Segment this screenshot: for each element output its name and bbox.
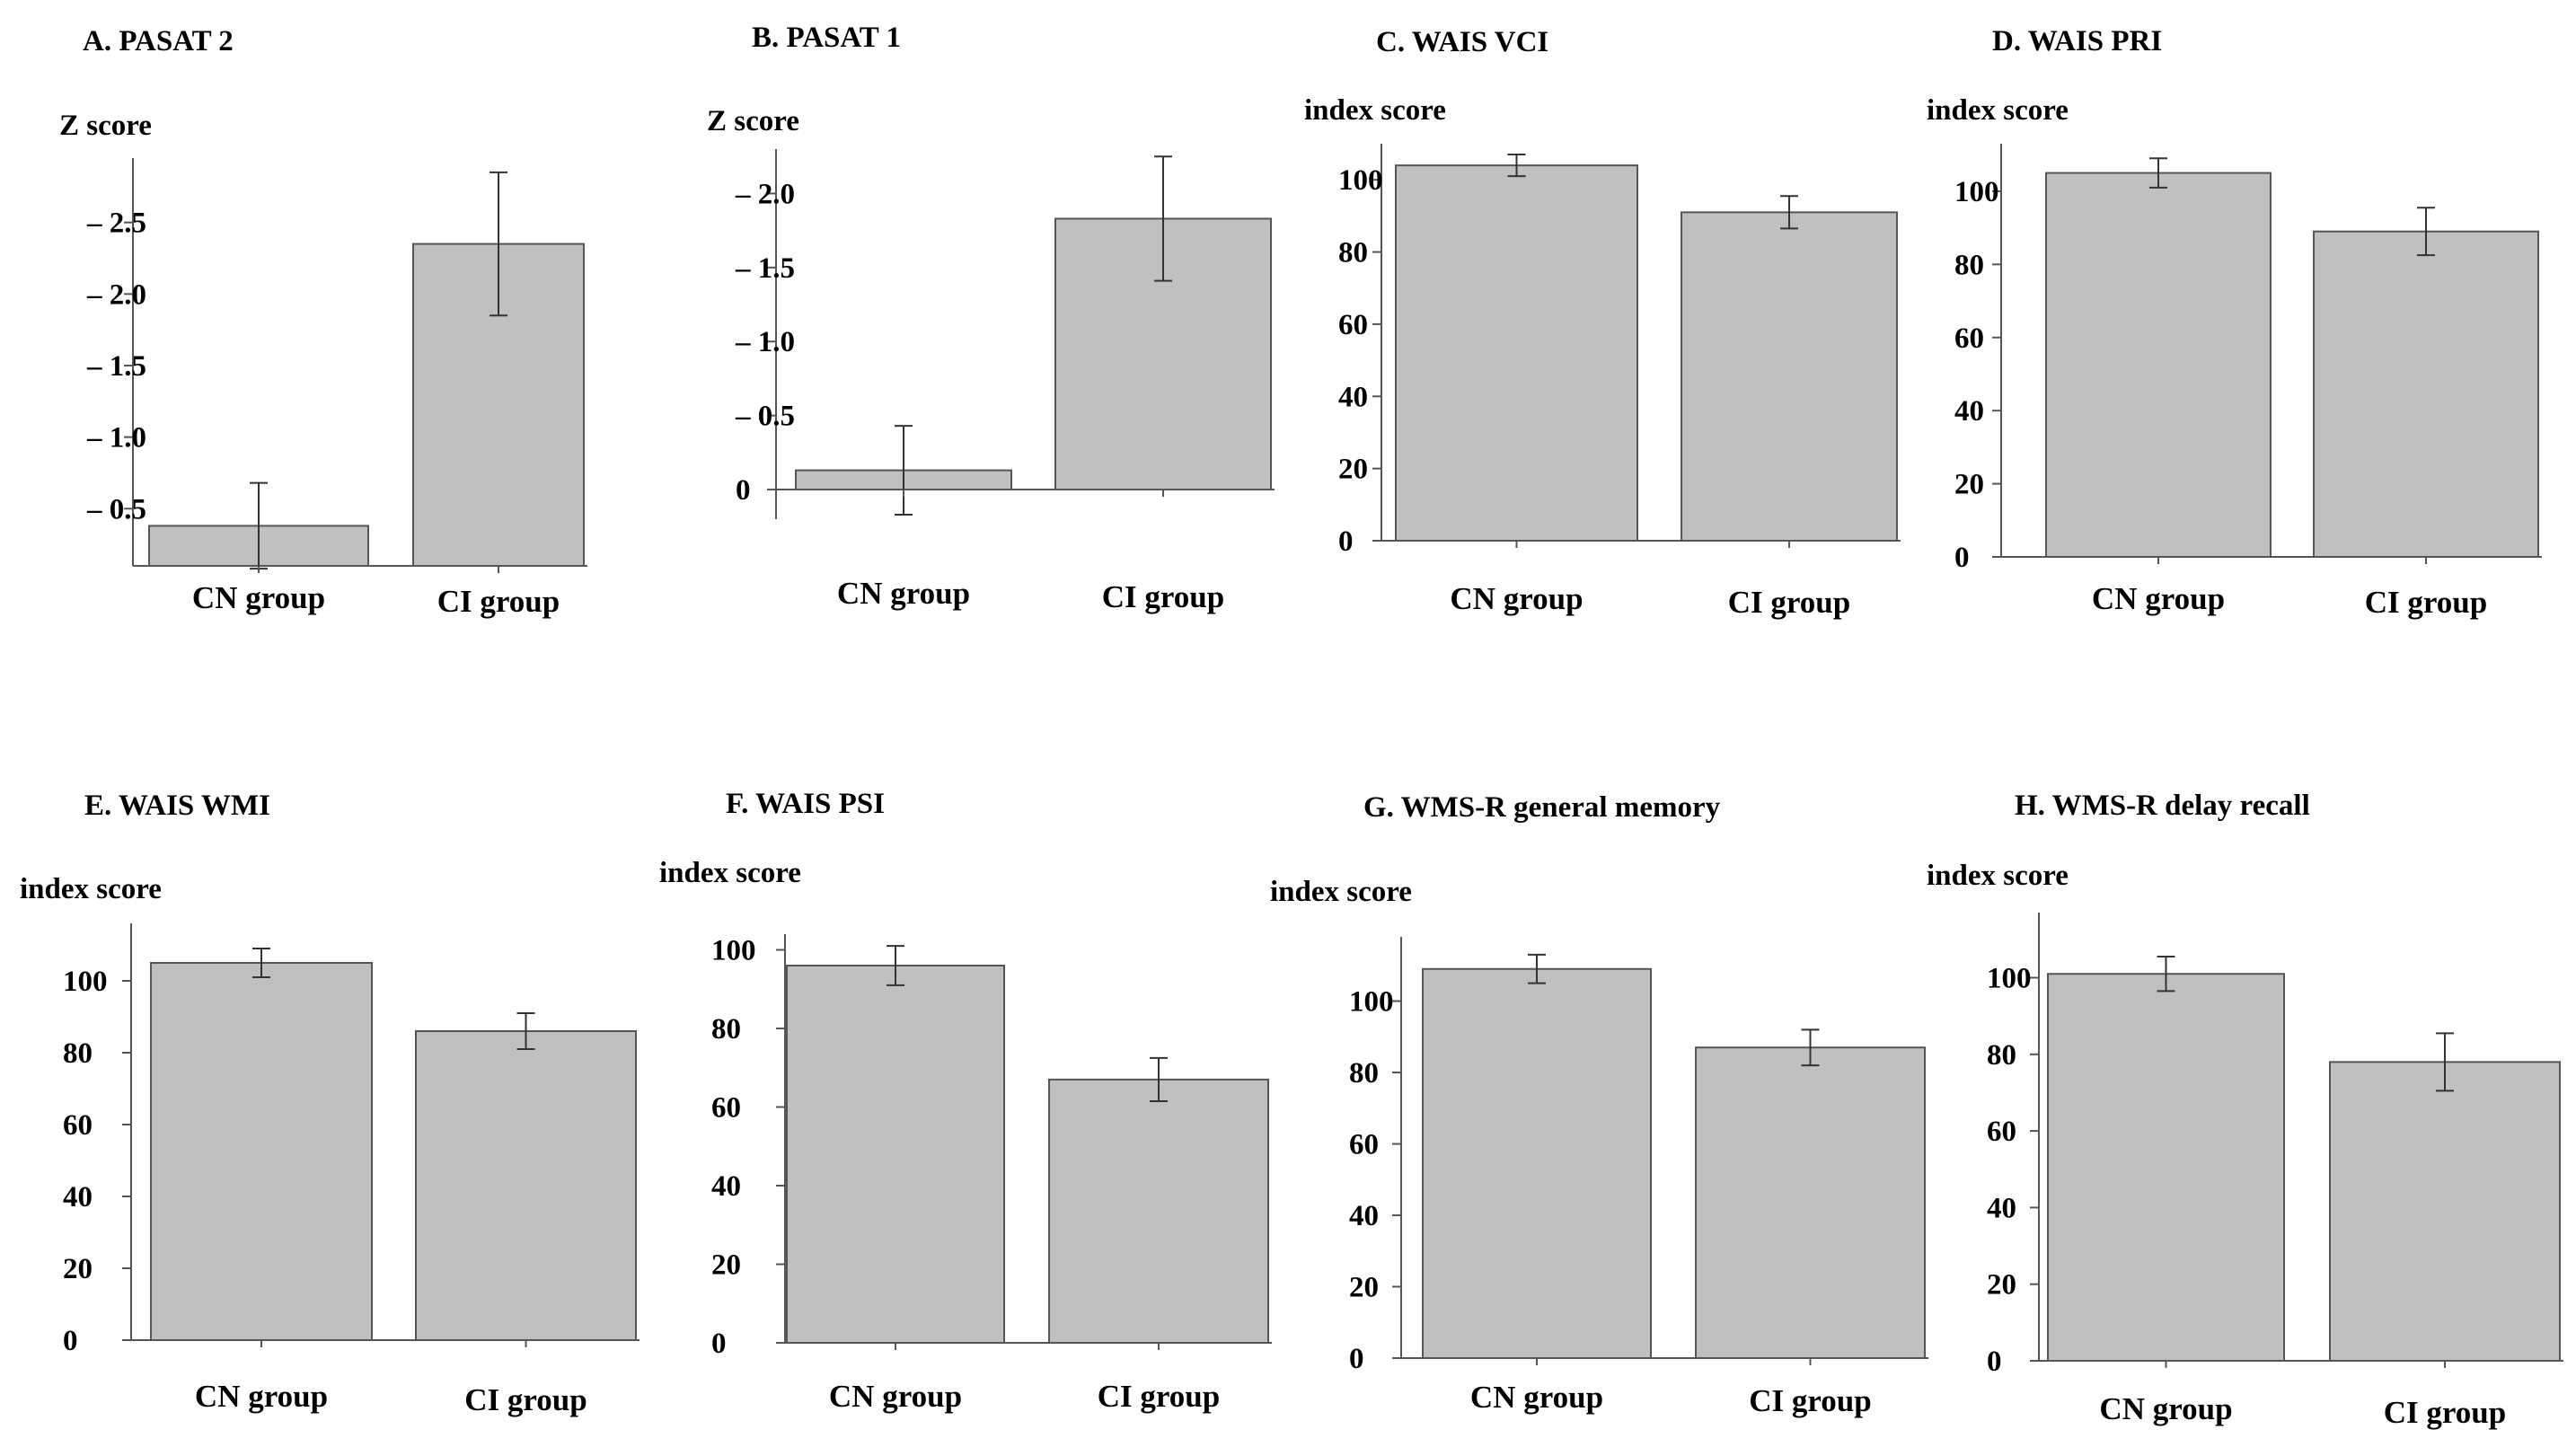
- y-axis-label: index score: [659, 857, 801, 889]
- category-label: CN group: [1450, 581, 1583, 616]
- y-tick-label: 100: [1349, 986, 1394, 1019]
- bar-ci-group: [415, 1030, 637, 1341]
- chart-panel-e: E. WAIS WMI index score 0 20 40 60 80 100 CN gro…: [20, 790, 640, 1417]
- chart-title: H. WMS-R delay recall: [2015, 790, 2310, 822]
- bar-cn-group: [2045, 172, 2272, 558]
- y-tick-label: 20: [1338, 454, 1368, 486]
- y-tick-label: 0: [1954, 542, 1970, 574]
- y-tick-label: 0: [1349, 1343, 1364, 1375]
- chart-panel-g: G. WMS-R general memory index score 0 20 40 6…: [1270, 791, 1928, 1418]
- category-label: CN group: [829, 1379, 962, 1414]
- chart-title: C. WAIS VCI: [1376, 26, 1548, 58]
- chart-panel-h: H. WMS-R delay recall index score 0 20 40 60 8…: [1927, 790, 2563, 1430]
- chart-title: A. PASAT 2: [83, 25, 234, 57]
- bar-cn-group: [1422, 967, 1652, 1360]
- bar-ci-group: [2313, 230, 2539, 558]
- chart-title: D. WAIS PRI: [1992, 25, 2162, 57]
- y-tick-label: 20: [1987, 1269, 2016, 1302]
- y-tick-label: 80: [1338, 237, 1368, 269]
- y-tick-label: – 2.0: [735, 178, 795, 210]
- y-tick-label: – 2.0: [86, 278, 146, 311]
- y-tick-label: 20: [711, 1249, 741, 1282]
- y-tick-label: 100: [63, 966, 108, 998]
- category-label: CN group: [192, 580, 325, 615]
- chart-panel-a: A. PASAT 2 Z score – 2.5 – 2.0 – 1.5 – 1.0 – 0…: [59, 25, 587, 619]
- chart-panel-b: B. PASAT 1 Z score – 2.0 – 1.5 – 1.0 – 0.5 0 CN…: [707, 22, 1275, 614]
- bar-cn-group: [1395, 164, 1638, 542]
- y-tick-label: 60: [1987, 1116, 2016, 1148]
- y-tick-label: 0: [711, 1328, 727, 1360]
- y-tick-label: – 2.5: [86, 207, 146, 240]
- y-axis-label: index score: [1927, 94, 2069, 127]
- y-tick-label: 100: [1338, 164, 1383, 197]
- category-label: CI group: [2384, 1395, 2506, 1430]
- y-tick-label: 80: [63, 1037, 93, 1070]
- y-tick-label: – 1.0: [735, 326, 795, 358]
- y-tick-label: 40: [1954, 395, 1984, 428]
- y-tick-label: 20: [1349, 1272, 1379, 1304]
- category-label: CN group: [837, 576, 970, 611]
- y-tick-label: – 1.5: [735, 252, 795, 285]
- y-axis-label: Z score: [59, 110, 152, 142]
- y-tick-label: 20: [1954, 469, 1984, 501]
- y-tick-label: 80: [711, 1013, 741, 1046]
- y-tick-label: 40: [63, 1181, 93, 1213]
- chart-title: G. WMS-R general memory: [1363, 791, 1721, 824]
- bar-ci-group: [1695, 1046, 1926, 1360]
- y-tick-label: 0: [1987, 1346, 2002, 1378]
- y-axis-label: index score: [1270, 876, 1412, 908]
- category-label: CN group: [2092, 581, 2225, 616]
- chart-panel-d: D. WAIS PRI index score 0 20 40 60 80 100 CN gro…: [1927, 25, 2542, 620]
- bar-cn-group: [786, 965, 1005, 1344]
- chart-title: B. PASAT 1: [752, 22, 901, 54]
- y-tick-label: 40: [1338, 381, 1368, 413]
- y-tick-label: 100: [1954, 176, 1999, 208]
- y-tick-label: 60: [1338, 309, 1368, 341]
- y-tick-label: 40: [711, 1170, 741, 1203]
- y-tick-label: 100: [1987, 963, 2032, 995]
- chart-panel-c: C. WAIS VCI index score 0 20 40 60 80 100 CN gro…: [1304, 26, 1901, 620]
- bar-ci-group: [1048, 1078, 1269, 1344]
- y-axis-label: index score: [1304, 94, 1446, 127]
- y-tick-label: – 1.0: [86, 422, 146, 454]
- chart-title: E. WAIS WMI: [84, 790, 270, 822]
- bar-ci-group: [2329, 1061, 2561, 1363]
- category-label: CI group: [2365, 585, 2487, 620]
- y-tick-label: 80: [1349, 1057, 1379, 1090]
- y-tick-label: 0: [63, 1325, 78, 1357]
- y-tick-label: – 1.5: [86, 350, 146, 383]
- category-label: CN group: [1470, 1380, 1603, 1415]
- bar-ci-group: [1681, 211, 1898, 542]
- y-tick-label: – 0.5: [735, 401, 795, 433]
- y-tick-label: 100: [711, 935, 756, 967]
- category-label: CI group: [1102, 579, 1224, 614]
- y-tick-label: 60: [1349, 1129, 1379, 1161]
- y-tick-label: 40: [1349, 1200, 1379, 1232]
- category-label: CN group: [195, 1379, 328, 1414]
- y-axis-label: index score: [1927, 860, 2069, 892]
- category-label: CI group: [437, 584, 560, 619]
- category-label: CI group: [1728, 585, 1850, 620]
- y-tick-label: 80: [1954, 249, 1984, 281]
- y-tick-label: 20: [63, 1253, 93, 1285]
- chart-title: F. WAIS PSI: [726, 788, 885, 820]
- bar-cn-group: [2047, 973, 2285, 1362]
- chart-panel-f: F. WAIS PSI index score 0 20 40 60 80 100 CN gro…: [659, 788, 1272, 1414]
- y-tick-label: 0: [1338, 525, 1354, 558]
- category-label: CN group: [2099, 1391, 2232, 1426]
- y-tick-label: – 0.5: [86, 493, 146, 525]
- y-axis-label: Z score: [707, 105, 799, 137]
- category-label: CI group: [1749, 1383, 1871, 1418]
- y-tick-label: 80: [1987, 1039, 2016, 1072]
- y-tick-label: 60: [711, 1092, 741, 1125]
- y-tick-label: 60: [1954, 322, 1984, 355]
- bar-cn-group: [150, 962, 373, 1341]
- category-label: CI group: [464, 1382, 587, 1417]
- y-axis-label: index score: [20, 873, 162, 905]
- y-tick-label: 60: [63, 1109, 93, 1142]
- y-tick-label: 0: [736, 474, 751, 507]
- y-tick-label: 40: [1987, 1192, 2016, 1224]
- category-label: CI group: [1098, 1379, 1220, 1414]
